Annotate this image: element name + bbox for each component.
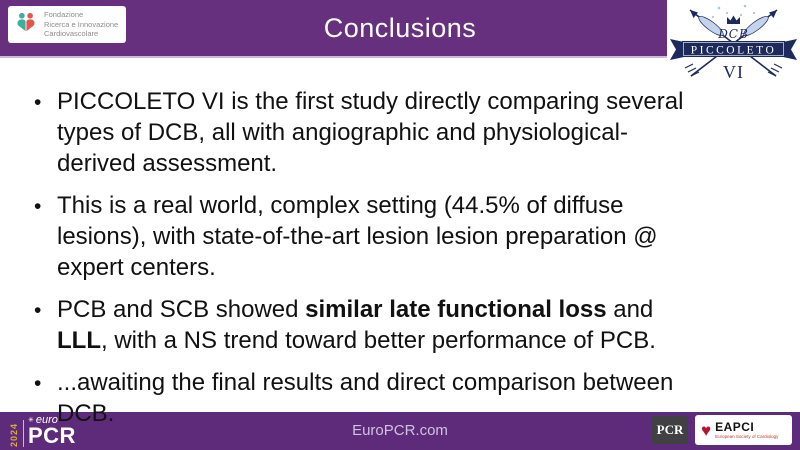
bullet-item-2: This is a real world, complex setting (4… (30, 190, 775, 283)
bullet-item-3: PCB and SCB showed similar late function… (30, 294, 775, 356)
piccoleto-vi-logo: DCB PICCOLETO VI (667, 0, 800, 92)
fondazione-logo-text: Fondazione Ricerca e Innovazione Cardiov… (44, 10, 118, 39)
piccoleto-numeral: VI (723, 62, 744, 82)
eapci-tagline: European Society of Cardiology (715, 433, 779, 439)
bullet-4-line-2: DCB. (57, 400, 115, 427)
bullet-3-text-1: PCB and SCB showed (57, 296, 306, 323)
bullet-item-4: ...awaiting the final results and direct… (30, 367, 775, 429)
fondazione-heart-icon (13, 9, 39, 40)
bullet-4-line-1: ...awaiting the final results and direct… (57, 369, 674, 396)
bullet-2-line-2: lesions), with state-of-the-art lesion l… (57, 223, 658, 250)
bullet-1-line-1: PICCOLETO VI is the first study directly… (57, 88, 684, 115)
bullet-3-text-2: and (606, 296, 654, 323)
header-bar: Conclusions (0, 0, 800, 58)
bullet-3-bold-2: LLL (57, 327, 101, 354)
fondazione-line1: Fondazione (44, 9, 84, 19)
page-title: Conclusions (323, 12, 477, 43)
fondazione-line2: Ricerca e Innovazione (44, 19, 119, 29)
eapci-heart-icon: ♥ (701, 420, 712, 440)
crown-icon (727, 15, 740, 24)
bullet-3-text-3: , with a NS trend toward better performa… (100, 327, 656, 354)
europcr-logo-divider (23, 420, 24, 447)
europcr-pcr-text: PCR (28, 423, 76, 448)
fondazione-line3: Cardiovascolare (44, 29, 99, 39)
bullet-item-1: PICCOLETO VI is the first study directly… (30, 86, 775, 179)
dcb-script-text: DCB (717, 27, 749, 41)
bullet-3-bold-1: similar late functional loss (305, 296, 607, 323)
fondazione-logo: Fondazione Ricerca e Innovazione Cardiov… (8, 6, 126, 43)
crossed-balloon-arrows-icon: DCB PICCOLETO VI (670, 4, 797, 82)
bullet-2-line-3: expert centers. (57, 254, 216, 281)
bullet-1-line-3: derived assessment. (57, 150, 278, 177)
slide-body: PICCOLETO VI is the first study directly… (30, 86, 775, 440)
bullet-2-line-1: This is a real world, complex setting (4… (57, 192, 624, 219)
piccoleto-ribbon-text: PICCOLETO (691, 45, 777, 57)
bullet-list: PICCOLETO VI is the first study directly… (30, 86, 775, 429)
bullet-1-line-2: types of DCB, all with angiographic and … (57, 119, 628, 146)
